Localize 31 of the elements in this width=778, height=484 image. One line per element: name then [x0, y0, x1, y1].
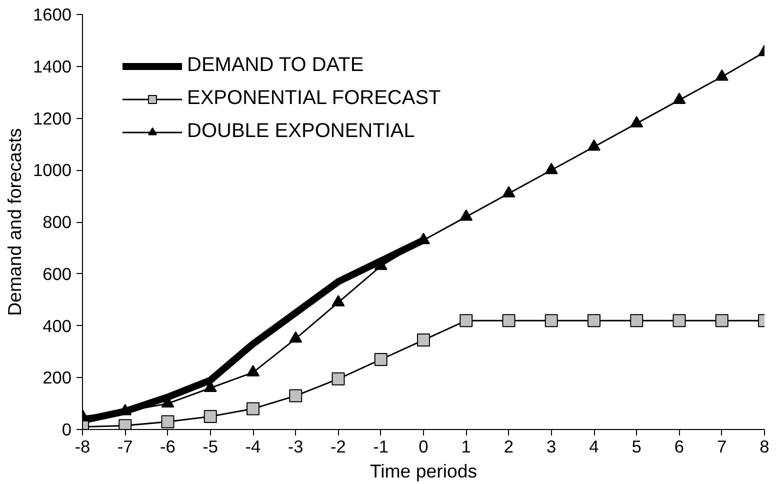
x-tick-label: -1 [373, 436, 389, 456]
x-tick-label: -4 [245, 436, 262, 456]
x-tick-label: 0 [418, 436, 428, 456]
y-tick-label: 1200 [32, 108, 72, 128]
y-tick-label: 0 [62, 420, 72, 440]
legend-label: DOUBLE EXPONENTIAL [187, 120, 415, 143]
x-tick-label: 1 [461, 436, 471, 456]
y-tick-label: 800 [42, 212, 72, 232]
x-axis-title: Time periods [370, 460, 478, 482]
x-tick-label: -3 [288, 436, 304, 456]
y-tick-label: 400 [42, 316, 72, 336]
x-tick-label: 8 [760, 436, 770, 456]
x-tick-label: -2 [330, 436, 346, 456]
x-tick-label: -8 [74, 436, 90, 456]
y-tick-label: 1400 [32, 56, 72, 76]
x-tick-label: 3 [546, 436, 556, 456]
x-tick-label: 4 [589, 436, 600, 456]
x-tick-label: 5 [632, 436, 642, 456]
x-tick-label: 7 [717, 436, 727, 456]
x-tick-label: -6 [160, 436, 176, 456]
x-tick-label: 6 [674, 436, 684, 456]
y-tick-label: 200 [42, 368, 72, 388]
legend-label: EXPONENTIAL FORECAST [187, 87, 441, 110]
y-tick-label: 600 [42, 264, 72, 284]
y-tick-label: 1600 [32, 4, 72, 24]
y-tick-label: 1000 [32, 160, 72, 180]
legend-label: DEMAND TO DATE [187, 54, 364, 77]
y-axis-title: Demand and forecasts [4, 128, 25, 316]
x-tick-label: 2 [504, 436, 514, 456]
x-tick-label: -7 [117, 436, 133, 456]
x-tick-label: -5 [202, 436, 218, 456]
